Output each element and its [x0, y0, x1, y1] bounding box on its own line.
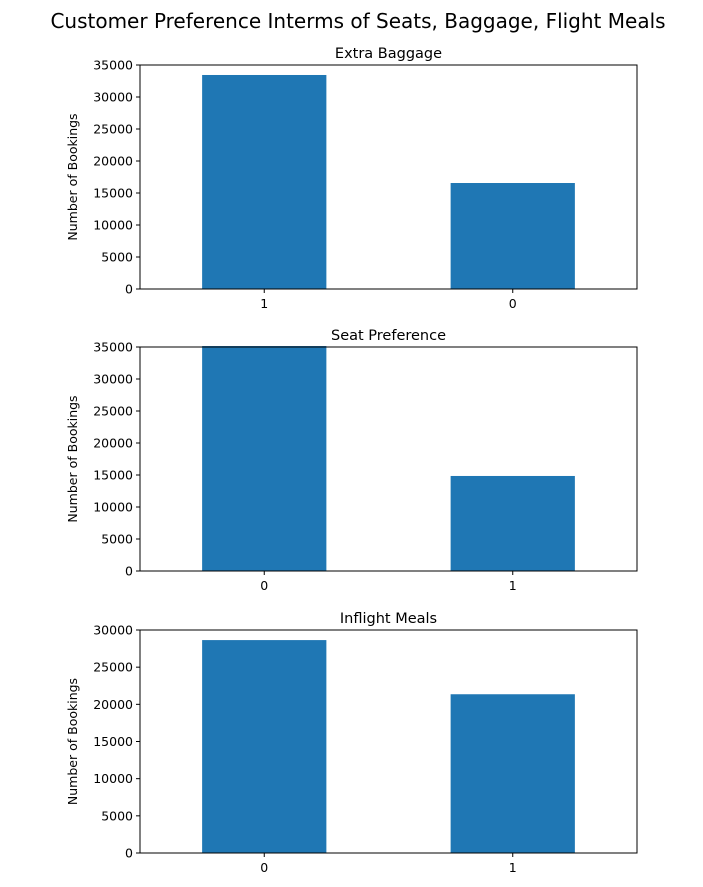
y-tick-label: 20000: [93, 697, 133, 712]
axes-frame: [139, 346, 638, 572]
y-tick-label: 0: [125, 564, 133, 579]
axes-frame: [139, 64, 638, 290]
y-tick-label: 10000: [93, 500, 133, 515]
subplot-title: Inflight Meals: [340, 611, 437, 627]
y-tick-label: 0: [125, 282, 133, 297]
y-tick-label: 25000: [93, 122, 133, 137]
x-tick-label: 0: [260, 578, 268, 593]
bar-0: [450, 183, 575, 289]
x-tick-label: 0: [260, 860, 268, 875]
subplots: Extra Baggage050001000015000200002500030…: [65, 46, 638, 875]
subplot-1: Extra Baggage 0 5000 10000 15000 20000 25000 30…: [65, 46, 638, 311]
x-tick-label: 1: [260, 296, 268, 311]
y-tick-label: 20000: [93, 436, 133, 451]
x-tick-label: 1: [509, 578, 517, 593]
y-tick-label: 0: [125, 846, 133, 861]
y-tick-label: 35000: [93, 58, 133, 73]
y-tick-label: 30000: [93, 372, 133, 387]
figure-title: Customer Preference Interms of Seats, Ba…: [50, 9, 665, 33]
y-tick-label: 35000: [93, 340, 133, 355]
bar-1: [202, 74, 327, 289]
y-tick-label: 25000: [93, 404, 133, 419]
y-tick-label: 10000: [93, 771, 133, 786]
y-tick-label: 15000: [93, 734, 133, 749]
subplot-3: Inflight Meals 0 5000 10000 15000 20000 25000 3…: [65, 611, 638, 875]
y-tick-label: 15000: [93, 186, 133, 201]
y-tick-label: 30000: [93, 623, 133, 638]
y-tick-label: 5000: [101, 532, 133, 547]
y-axis-label: Number of Bookings: [65, 113, 80, 240]
y-tick-label: 5000: [101, 808, 133, 823]
y-tick-label: 25000: [93, 660, 133, 675]
subplot-title: Extra Baggage: [335, 46, 442, 62]
y-tick-label: 5000: [101, 250, 133, 265]
x-tick-label: 1: [509, 860, 517, 875]
y-axis-label: Number of Bookings: [65, 678, 80, 805]
y-axis-label: Number of Bookings: [65, 395, 80, 522]
bar-1: [450, 694, 575, 853]
bar-0: [202, 346, 327, 571]
y-tick-label: 30000: [93, 90, 133, 105]
y-tick-label: 10000: [93, 218, 133, 233]
bar-0: [202, 640, 327, 853]
x-tick-label: 0: [509, 296, 517, 311]
bar-1: [450, 475, 575, 571]
subplot-title: Seat Preference: [331, 328, 446, 344]
subplot-2: Seat Preference 0 5000 10000 15000 20000 25000…: [65, 328, 638, 593]
y-tick-label: 20000: [93, 154, 133, 169]
y-tick-label: 15000: [93, 468, 133, 483]
